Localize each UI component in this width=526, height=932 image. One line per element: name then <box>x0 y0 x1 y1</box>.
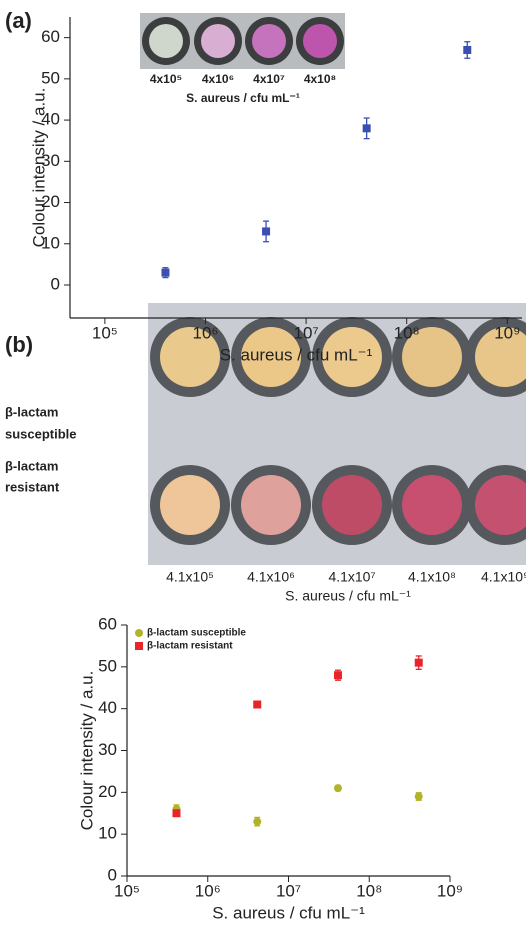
x-tick-label: 10⁵ <box>92 323 118 342</box>
inset-caption: S. aureus / cfu mL⁻¹ <box>186 91 300 105</box>
x-tick-label: 10⁷ <box>276 881 301 900</box>
photo-column-label: 4.1x10⁷ <box>328 569 375 585</box>
y-tick-label: 60 <box>98 614 117 633</box>
legend-marker <box>135 642 143 650</box>
data-point <box>172 809 181 818</box>
data-point <box>253 817 262 826</box>
data-point <box>253 700 262 709</box>
photo-row-label: β-lactam <box>5 404 58 419</box>
well-fill <box>322 475 382 535</box>
well-fill <box>201 24 235 58</box>
data-point <box>362 124 371 133</box>
x-tick-label: 10⁶ <box>193 323 219 342</box>
x-tick-label: 10⁷ <box>294 323 319 342</box>
y-axis-label: Colour intensity / a.u. <box>77 671 96 831</box>
legend-label: β-lactam susceptible <box>147 628 246 639</box>
photo-caption: S. aureus / cfu mL⁻¹ <box>285 588 411 604</box>
well-fill <box>475 475 526 535</box>
photo-row-label: resistant <box>5 479 60 494</box>
x-tick-label: 10⁵ <box>114 881 140 900</box>
inset-label: 4x10⁸ <box>304 72 336 86</box>
legend-marker <box>135 629 143 637</box>
x-tick-label: 10⁸ <box>394 323 420 342</box>
y-tick-label: 10 <box>41 233 60 252</box>
y-tick-label: 0 <box>108 865 117 884</box>
inset-photo <box>140 13 345 69</box>
x-tick-label: 10⁹ <box>437 881 463 900</box>
well-fill <box>241 327 301 387</box>
y-tick-label: 40 <box>41 110 60 129</box>
x-tick-label: 10⁸ <box>356 881 382 900</box>
data-point <box>414 792 423 801</box>
data-point <box>262 227 271 236</box>
well-fill <box>252 24 286 58</box>
photo-column-label: 4.1x10⁶ <box>247 569 295 585</box>
x-tick-label: 10⁶ <box>195 881 221 900</box>
panel-label: (b) <box>5 332 33 357</box>
y-tick-label: 30 <box>98 740 117 759</box>
inset-label: 4x10⁶ <box>202 72 234 86</box>
y-tick-label: 30 <box>41 151 60 170</box>
photo-row-label: susceptible <box>5 426 77 441</box>
x-axis-label: S. aureus / cfu mL⁻¹ <box>212 903 365 922</box>
well-fill <box>303 24 337 58</box>
well-fill <box>402 475 462 535</box>
inset-label: 4x10⁵ <box>150 72 182 86</box>
data-point <box>161 268 170 277</box>
photo-column-label: 4.1x10⁵ <box>166 569 214 585</box>
photo-column-label: 4.1x10⁸ <box>408 569 456 585</box>
data-point <box>333 671 342 680</box>
well-fill <box>402 327 462 387</box>
plate-photo <box>148 303 526 565</box>
y-tick-label: 60 <box>41 27 60 46</box>
photo-column-label: 4.1x10⁹ <box>481 569 526 585</box>
y-tick-label: 50 <box>41 68 60 87</box>
data-point <box>463 45 472 54</box>
well-fill <box>160 327 220 387</box>
well-fill <box>322 327 382 387</box>
well-fill <box>241 475 301 535</box>
y-tick-label: 40 <box>98 698 117 717</box>
panel-label: (a) <box>5 8 32 33</box>
y-tick-label: 10 <box>98 824 117 843</box>
y-tick-label: 0 <box>51 274 60 293</box>
well-fill <box>475 327 526 387</box>
y-axis-label: Colour intensity / a.u. <box>29 88 48 248</box>
data-point <box>414 658 423 667</box>
y-tick-label: 50 <box>98 656 117 675</box>
y-tick-label: 20 <box>41 192 60 211</box>
x-axis-label: S. aureus / cfu mL⁻¹ <box>220 345 373 364</box>
x-tick-label: 10⁹ <box>494 323 520 342</box>
data-point <box>333 784 342 793</box>
well-fill <box>160 475 220 535</box>
inset-label: 4x10⁷ <box>253 72 285 86</box>
legend-label: β-lactam resistant <box>147 641 233 652</box>
well-fill <box>149 24 183 58</box>
y-tick-label: 20 <box>98 782 117 801</box>
photo-row-label: β-lactam <box>5 458 58 473</box>
